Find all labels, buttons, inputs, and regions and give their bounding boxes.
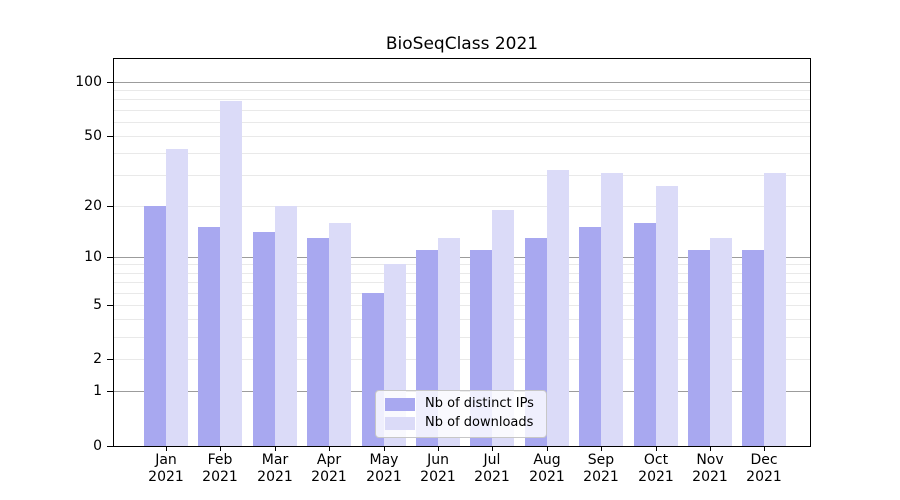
bar-distinct-ips <box>742 250 764 446</box>
bar-distinct-ips <box>144 206 166 446</box>
bar-distinct-ips <box>579 227 601 446</box>
x-tick-label: Jun 2021 <box>420 452 456 485</box>
y-tick-mark <box>107 391 113 392</box>
x-tick-mark <box>547 446 548 451</box>
minor-gridline <box>114 136 810 137</box>
minor-gridline <box>114 273 810 274</box>
plot-area <box>113 58 811 447</box>
legend-item-downloads: Nb of downloads <box>385 415 534 431</box>
y-tick-mark <box>107 82 113 83</box>
x-tick-mark <box>438 446 439 451</box>
minor-gridline <box>114 110 810 111</box>
x-tick-mark <box>329 446 330 451</box>
bar-downloads <box>656 186 678 446</box>
minor-gridline <box>114 293 810 294</box>
bar-distinct-ips <box>688 250 710 446</box>
x-tick-label: Apr 2021 <box>311 452 347 485</box>
minor-gridline <box>114 319 810 320</box>
bar-downloads <box>764 173 786 446</box>
bar-distinct-ips <box>253 232 275 446</box>
y-tick-mark <box>107 446 113 447</box>
minor-gridline <box>114 153 810 154</box>
y-tick-label: 100 <box>75 74 102 90</box>
legend-label-downloads: Nb of downloads <box>425 415 534 430</box>
x-tick-label: May 2021 <box>366 452 402 485</box>
bar-downloads <box>710 238 732 446</box>
legend-swatch-downloads <box>385 416 415 430</box>
minor-gridline <box>114 359 810 360</box>
legend-swatch-distinct-ips <box>385 397 415 411</box>
y-tick-label: 2 <box>93 351 102 367</box>
x-tick-mark <box>166 446 167 451</box>
minor-gridline <box>114 99 810 100</box>
y-tick-label: 10 <box>84 249 102 265</box>
minor-gridline <box>114 282 810 283</box>
major-gridline <box>114 82 810 83</box>
x-tick-label: Sep 2021 <box>583 452 619 485</box>
x-tick-label: Mar 2021 <box>257 452 293 485</box>
y-tick-label: 0 <box>93 438 102 454</box>
x-tick-label: Feb 2021 <box>202 452 238 485</box>
minor-gridline <box>114 122 810 123</box>
x-tick-label: Dec 2021 <box>746 452 782 485</box>
bar-downloads <box>492 210 514 446</box>
bar-downloads <box>329 223 351 446</box>
minor-gridline <box>114 175 810 176</box>
x-tick-mark <box>384 446 385 451</box>
bar-downloads <box>601 173 623 446</box>
y-tick-mark <box>107 359 113 360</box>
x-tick-label: Oct 2021 <box>638 452 674 485</box>
x-tick-label: Aug 2021 <box>529 452 565 485</box>
y-tick-mark <box>107 136 113 137</box>
minor-gridline <box>114 264 810 265</box>
bar-downloads <box>220 101 242 446</box>
y-tick-label: 50 <box>84 128 102 144</box>
minor-gridline <box>114 305 810 306</box>
major-gridline <box>114 257 810 258</box>
legend: Nb of distinct IPs Nb of downloads <box>375 390 547 438</box>
x-tick-label: Nov 2021 <box>692 452 728 485</box>
x-tick-mark <box>601 446 602 451</box>
x-tick-mark <box>764 446 765 451</box>
x-tick-mark <box>220 446 221 451</box>
y-tick-label: 20 <box>84 198 102 214</box>
x-tick-mark <box>275 446 276 451</box>
x-tick-mark <box>656 446 657 451</box>
bar-distinct-ips <box>307 238 329 446</box>
bar-distinct-ips <box>198 227 220 446</box>
bar-downloads <box>166 149 188 446</box>
y-tick-label: 1 <box>93 383 102 399</box>
y-tick-mark <box>107 305 113 306</box>
legend-item-distinct-ips: Nb of distinct IPs <box>385 396 534 412</box>
minor-gridline <box>114 90 810 91</box>
legend-label-distinct-ips: Nb of distinct IPs <box>425 396 534 411</box>
chart-title: BioSeqClass 2021 <box>385 34 539 54</box>
x-tick-label: Jan 2021 <box>148 452 184 485</box>
bar-downloads <box>547 170 569 446</box>
bar-downloads <box>275 206 297 446</box>
x-tick-label: Jul 2021 <box>474 452 510 485</box>
x-tick-mark <box>710 446 711 451</box>
y-tick-label: 5 <box>93 297 102 313</box>
y-tick-mark <box>107 257 113 258</box>
minor-gridline <box>114 206 810 207</box>
minor-gridline <box>114 337 810 338</box>
y-tick-mark <box>107 206 113 207</box>
bar-distinct-ips <box>634 223 656 446</box>
x-tick-mark <box>492 446 493 451</box>
